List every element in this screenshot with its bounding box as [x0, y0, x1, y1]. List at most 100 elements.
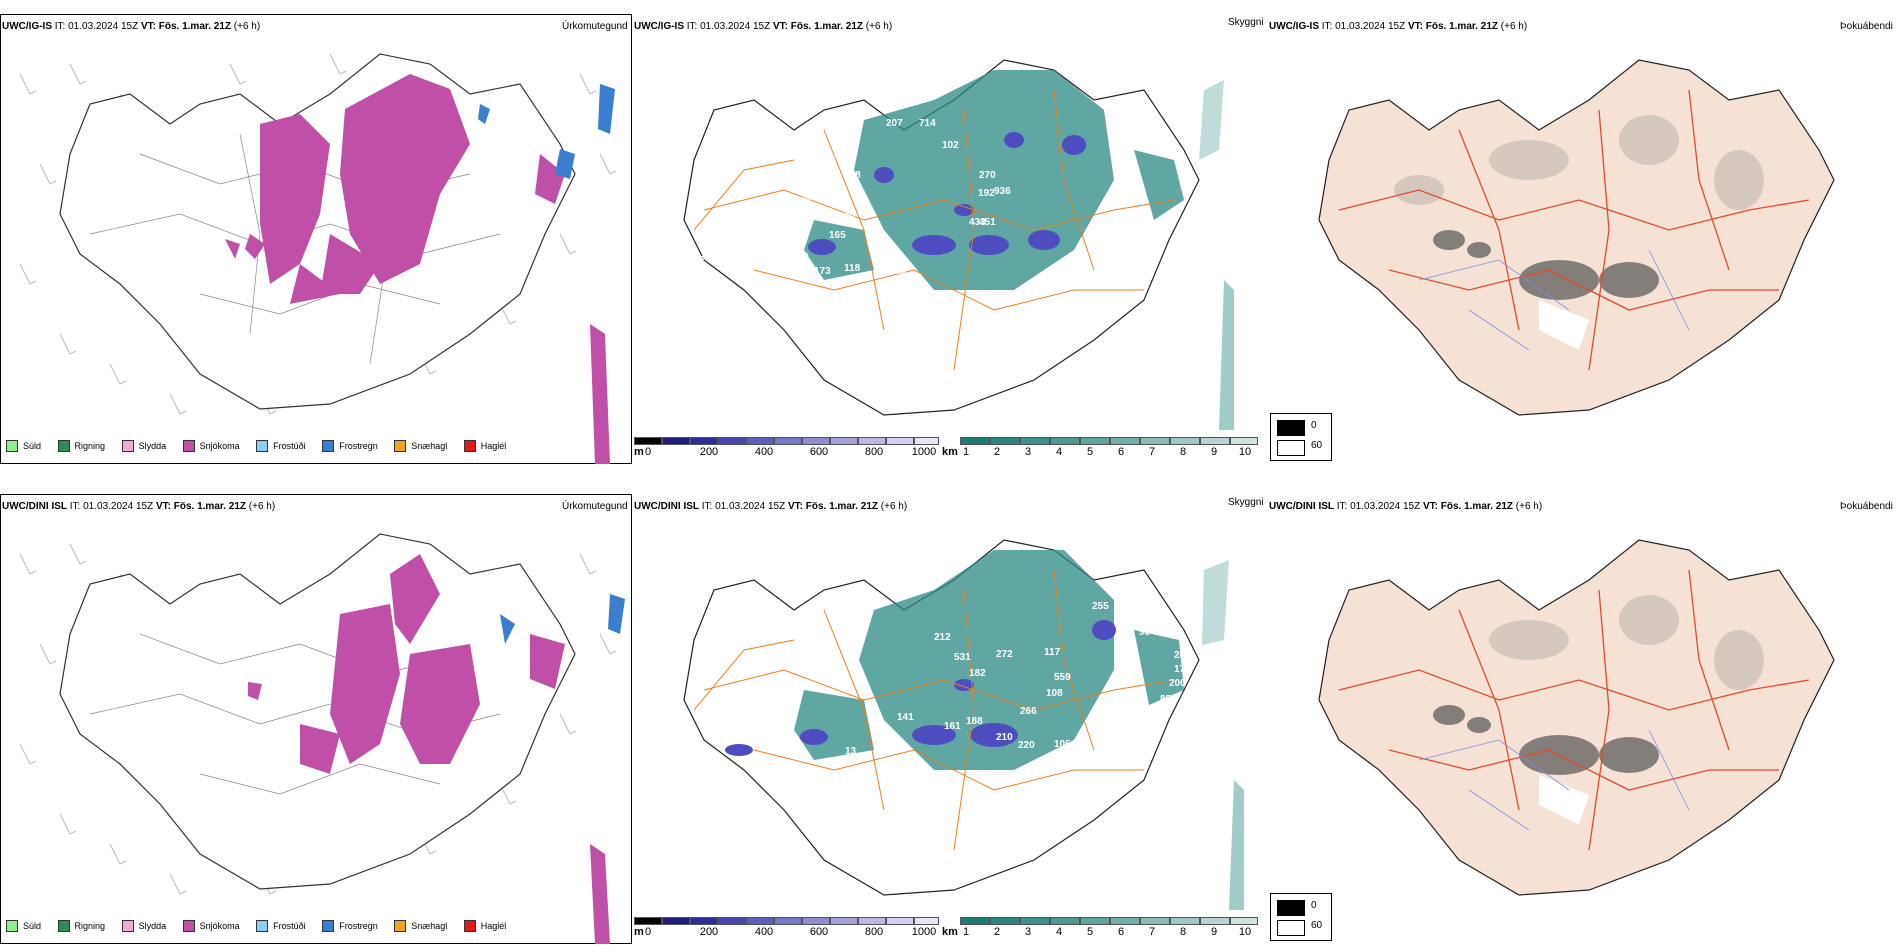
- precip-title-2: Úrkomutegund: [562, 501, 628, 512]
- forecast-header-sky-1: UWC/IG-IS IT: 01.03.2024 15Z VT: Fös. 1.…: [634, 21, 893, 32]
- legend-item: Slydda: [121, 440, 166, 452]
- map-label: 433: [969, 217, 986, 228]
- height-tick: 600: [809, 926, 829, 938]
- map-label: 141: [897, 712, 914, 723]
- map-label: 90: [844, 212, 856, 223]
- map-label: 105: [1054, 739, 1071, 750]
- visibility-tick: 2: [993, 446, 1001, 458]
- map-label: 266: [1020, 706, 1037, 717]
- legend-item: Súld: [6, 920, 41, 932]
- height-tick: 1000: [911, 926, 937, 938]
- map-label: 602: [834, 150, 851, 161]
- map-label: 102: [942, 140, 959, 151]
- map-label: 146: [759, 247, 776, 258]
- visibility-tick: 7: [1148, 926, 1156, 938]
- map-label: 183: [1116, 742, 1133, 753]
- fog-legend-label: 0: [1311, 900, 1317, 911]
- map-label: 187: [1104, 714, 1121, 725]
- visibility-tick: 1: [962, 926, 970, 938]
- map-label: 129: [889, 266, 906, 277]
- snow-area: [225, 74, 610, 464]
- map-label: 531: [954, 652, 971, 663]
- map-label: 714: [919, 118, 936, 129]
- precip-title-1: Úrkomutegund: [562, 21, 628, 32]
- visibility-tick: 10: [1238, 926, 1252, 938]
- rivers: [1418, 249, 1690, 351]
- visibility-tick: 6: [1117, 926, 1125, 938]
- visibility-tick: 5: [1086, 446, 1094, 458]
- precip-map-2: [19, 533, 625, 944]
- map-label: 287: [1174, 650, 1191, 661]
- fog-red-lines: [1338, 89, 1810, 371]
- map-label: 226: [797, 137, 814, 148]
- visibility-tick: 7: [1148, 446, 1156, 458]
- legend-item: Snjókoma: [182, 920, 240, 932]
- legend-item: Rigning: [57, 920, 105, 932]
- map-label: 85: [1160, 694, 1172, 705]
- height-tick: 800: [864, 446, 884, 458]
- height-tick: 600: [809, 446, 829, 458]
- precip-type-panel-1: [0, 14, 632, 464]
- map-label: 192: [978, 188, 995, 199]
- fog-map-1: [1318, 59, 1835, 416]
- map-label: 198: [844, 170, 861, 181]
- height-tick: 200: [699, 926, 719, 938]
- fog-title-1: Þokuábendi: [1840, 21, 1893, 32]
- map-label: 13: [845, 746, 857, 757]
- fog-legend-2: 0 60: [1270, 893, 1332, 941]
- map-label: 3: [680, 272, 686, 283]
- legend-item: Slydda: [121, 920, 166, 932]
- map-label: 10: [872, 726, 884, 737]
- forecast-header-fog-2: UWC/DINI ISL IT: 01.03.2024 15Z VT: Fös.…: [1269, 501, 1543, 512]
- visibility-tick: 3: [1024, 446, 1032, 458]
- map-label: 212: [934, 632, 951, 643]
- visibility-tick: 9: [1210, 446, 1218, 458]
- map-label: 559: [1054, 672, 1071, 683]
- visibility-tick: 9: [1210, 926, 1218, 938]
- legend-item: Súld: [6, 440, 41, 452]
- fog-title-2: Þokuábendi: [1840, 501, 1893, 512]
- height-blue-area: [808, 132, 1086, 255]
- map-label: 270: [979, 170, 996, 181]
- map-label: 117: [1044, 647, 1061, 658]
- fog-legend-label: 60: [1311, 920, 1323, 931]
- precip-legend-1: Súld Rigning Slydda Snjókoma Frostúði Fr…: [6, 440, 520, 454]
- legend-item: Frostregn: [322, 440, 378, 452]
- iceland-land: [1318, 59, 1835, 416]
- map-label: 12: [694, 255, 706, 266]
- map-label: 132: [794, 196, 811, 207]
- legend-item: Snæhagl: [394, 920, 447, 932]
- height-tick: 400: [754, 446, 774, 458]
- forecast-header-precip-1: UWC/IG-IS IT: 01.03.2024 15Z VT: Fös. 1.…: [2, 21, 261, 32]
- legend-item: Haglél: [463, 440, 506, 452]
- map-label: 161: [944, 721, 961, 732]
- visibility-tick: 1: [962, 446, 970, 458]
- fog-dark-area: [1433, 230, 1659, 300]
- visibility-colorbar-2: km 1 2 3 4 5 6 7 8 9 10: [942, 917, 1262, 941]
- height-tick: 400: [754, 926, 774, 938]
- map-label: 118: [844, 263, 861, 274]
- map-label: 210: [996, 732, 1013, 743]
- height-tick: 800: [864, 926, 884, 938]
- visibility-tick: 2: [993, 926, 1001, 938]
- map-label: 173: [814, 266, 831, 277]
- forecast-header-sky-2: UWC/DINI ISL IT: 01.03.2024 15Z VT: Fös.…: [634, 501, 908, 512]
- height-colorbar-1: m 0 200 400 600 800 1000: [634, 437, 939, 461]
- map-label: 108: [1046, 688, 1063, 699]
- map-label: 182: [969, 668, 986, 679]
- precip-legend-2: Súld Rigning Slydda Snjókoma Frostúði Fr…: [6, 920, 520, 934]
- legend-item: Frostregn: [322, 920, 378, 932]
- map-label: 188: [966, 716, 983, 727]
- legend-item: Haglél: [463, 920, 506, 932]
- height-unit: m: [634, 926, 644, 938]
- legend-item: Snæhagl: [394, 440, 447, 452]
- height-tick: 200: [699, 446, 719, 458]
- map-label: 936: [994, 186, 1011, 197]
- precip-type-panel-2: [0, 494, 632, 944]
- precip-map-1: [19, 53, 617, 464]
- map-label: 200: [759, 146, 776, 157]
- visibility-tick: 8: [1179, 926, 1187, 938]
- map-label: 175: [1174, 664, 1191, 675]
- fog-legend-label: 0: [1311, 420, 1317, 431]
- visibility-colorbar-1: km 1 2 3 4 5 6 7 8 9 10: [942, 437, 1262, 461]
